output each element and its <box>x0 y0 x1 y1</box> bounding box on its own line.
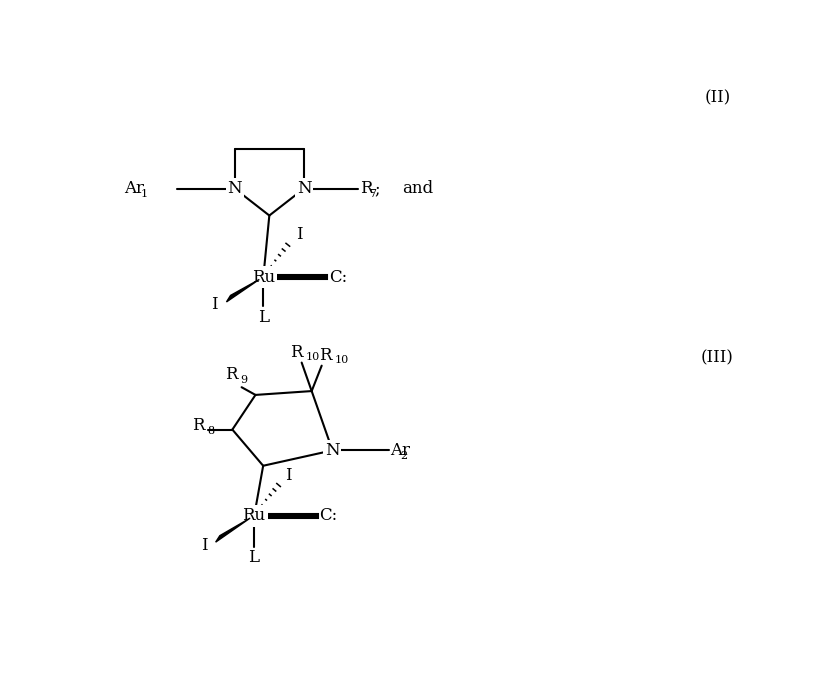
Text: 9: 9 <box>240 374 247 384</box>
Text: Ar: Ar <box>390 442 411 459</box>
Text: (II): (II) <box>705 90 730 106</box>
Text: I: I <box>285 466 292 483</box>
Text: 2: 2 <box>401 451 407 461</box>
Text: R: R <box>192 417 205 434</box>
Text: L: L <box>258 309 268 326</box>
Polygon shape <box>226 279 259 302</box>
Text: 10: 10 <box>306 352 320 362</box>
Text: ;: ; <box>375 180 380 197</box>
Polygon shape <box>216 518 250 542</box>
Text: Ar: Ar <box>125 180 145 197</box>
Text: N: N <box>227 180 242 197</box>
Text: C:: C: <box>320 507 338 524</box>
Text: 1: 1 <box>141 189 148 199</box>
Text: C:: C: <box>329 269 347 285</box>
Text: I: I <box>201 536 207 554</box>
Text: R: R <box>290 344 302 361</box>
Text: R: R <box>320 347 332 364</box>
Text: 7: 7 <box>369 189 377 199</box>
Text: I: I <box>296 226 302 243</box>
Text: R: R <box>225 366 237 384</box>
Text: Ru: Ru <box>242 507 265 524</box>
Text: I: I <box>211 296 218 314</box>
Text: (III): (III) <box>701 349 734 367</box>
Text: Ru: Ru <box>252 269 275 285</box>
Text: L: L <box>249 549 259 566</box>
Text: 10: 10 <box>335 355 349 365</box>
Text: R: R <box>360 180 373 197</box>
Text: N: N <box>297 180 311 197</box>
Text: 8: 8 <box>207 426 215 436</box>
Text: N: N <box>325 442 339 459</box>
Text: and: and <box>401 180 433 197</box>
